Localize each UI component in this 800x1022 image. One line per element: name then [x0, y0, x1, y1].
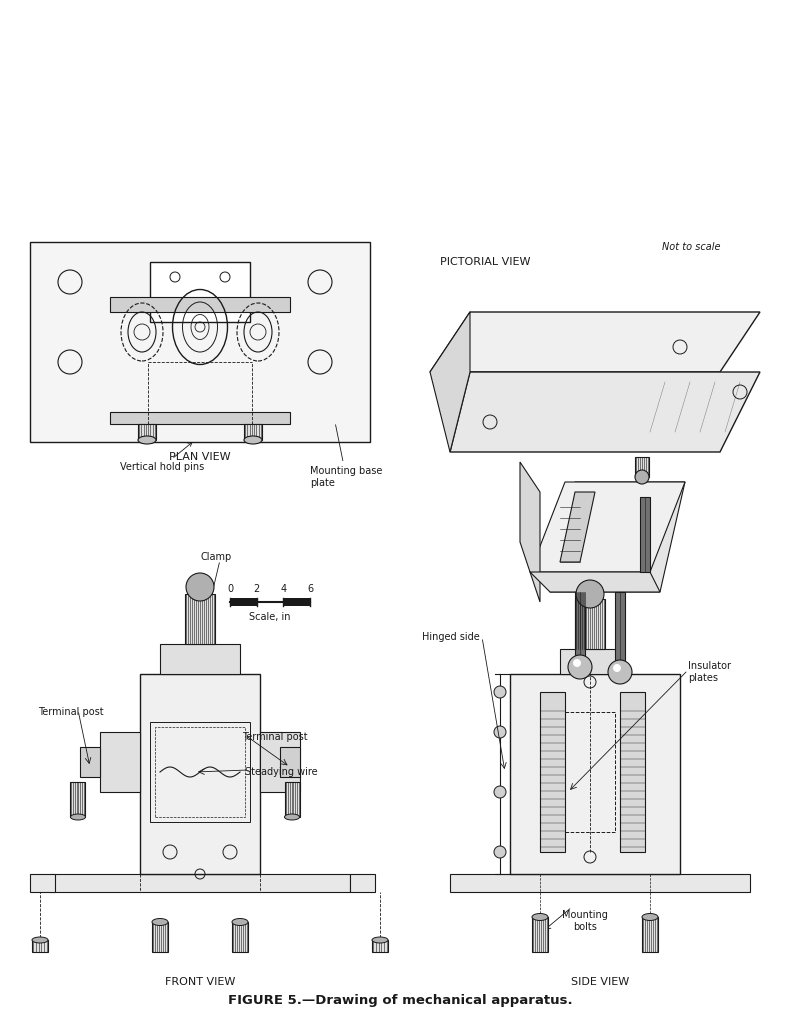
Bar: [230, 598, 257, 606]
Text: Clamp: Clamp: [200, 552, 231, 562]
Text: 0: 0: [227, 584, 233, 594]
Bar: [280, 747, 300, 777]
Bar: [615, 592, 625, 667]
Ellipse shape: [70, 814, 86, 820]
Text: 6: 6: [307, 584, 313, 594]
Bar: [372, 940, 388, 953]
Bar: [450, 874, 750, 892]
Circle shape: [494, 846, 506, 858]
Text: 2: 2: [254, 584, 260, 594]
Circle shape: [568, 655, 592, 679]
Bar: [32, 940, 48, 953]
Ellipse shape: [532, 914, 548, 921]
Circle shape: [608, 660, 632, 684]
Circle shape: [635, 470, 649, 484]
Bar: [160, 644, 240, 673]
Polygon shape: [430, 312, 760, 372]
Bar: [140, 673, 260, 874]
Bar: [565, 712, 615, 832]
Text: Mounting
bolts: Mounting bolts: [562, 910, 608, 932]
Bar: [110, 297, 290, 312]
Bar: [155, 727, 245, 817]
Text: Hinged side: Hinged side: [422, 632, 480, 642]
Bar: [285, 782, 300, 817]
Text: FIGURE 5.—Drawing of mechanical apparatus.: FIGURE 5.—Drawing of mechanical apparatu…: [228, 993, 572, 1007]
Text: 4: 4: [280, 584, 286, 594]
Ellipse shape: [232, 919, 248, 926]
Ellipse shape: [138, 436, 156, 444]
Bar: [540, 692, 565, 852]
Polygon shape: [560, 492, 595, 562]
Ellipse shape: [642, 914, 658, 921]
Text: Insulator
plates: Insulator plates: [688, 661, 731, 683]
Text: FRONT VIEW: FRONT VIEW: [165, 977, 235, 987]
Bar: [30, 874, 55, 892]
Circle shape: [186, 573, 214, 601]
Text: Steadying wire: Steadying wire: [245, 766, 318, 777]
Bar: [244, 424, 262, 440]
Text: PLAN VIEW: PLAN VIEW: [169, 452, 231, 462]
Bar: [70, 782, 85, 817]
Ellipse shape: [152, 919, 168, 926]
Circle shape: [494, 686, 506, 698]
Polygon shape: [550, 482, 685, 592]
Text: Terminal post: Terminal post: [38, 707, 104, 717]
Text: PICTORIAL VIEW: PICTORIAL VIEW: [440, 257, 530, 267]
Text: Vertical hold pins: Vertical hold pins: [120, 443, 204, 472]
Text: SIDE VIEW: SIDE VIEW: [571, 977, 629, 987]
Polygon shape: [530, 482, 685, 572]
Ellipse shape: [244, 436, 262, 444]
Bar: [100, 732, 140, 792]
Polygon shape: [430, 312, 470, 452]
Bar: [50, 874, 350, 892]
Bar: [642, 917, 658, 953]
Circle shape: [494, 786, 506, 798]
Bar: [532, 917, 548, 953]
Bar: [575, 599, 605, 649]
Bar: [560, 649, 620, 673]
Ellipse shape: [285, 814, 299, 820]
Text: Terminal post: Terminal post: [242, 732, 308, 742]
Bar: [635, 457, 649, 477]
Bar: [640, 497, 650, 572]
Bar: [138, 424, 156, 440]
Circle shape: [576, 580, 604, 608]
Bar: [575, 592, 585, 662]
Polygon shape: [520, 462, 540, 602]
Bar: [260, 732, 300, 792]
Bar: [620, 692, 645, 852]
Circle shape: [494, 726, 506, 738]
Polygon shape: [530, 572, 660, 592]
Text: Mounting base
plate: Mounting base plate: [310, 425, 382, 487]
Bar: [283, 598, 310, 606]
Bar: [30, 242, 370, 442]
Bar: [510, 673, 680, 874]
Bar: [185, 594, 215, 644]
Text: Scale, in: Scale, in: [250, 612, 290, 622]
Bar: [350, 874, 375, 892]
Bar: [150, 262, 250, 322]
Circle shape: [613, 664, 621, 672]
Ellipse shape: [372, 937, 388, 943]
Ellipse shape: [32, 937, 48, 943]
Bar: [152, 922, 168, 953]
Polygon shape: [450, 372, 760, 452]
Circle shape: [573, 659, 581, 667]
Text: Not to scale: Not to scale: [662, 242, 720, 252]
Bar: [232, 922, 248, 953]
Bar: [110, 412, 290, 424]
Bar: [80, 747, 100, 777]
Bar: [150, 722, 250, 822]
